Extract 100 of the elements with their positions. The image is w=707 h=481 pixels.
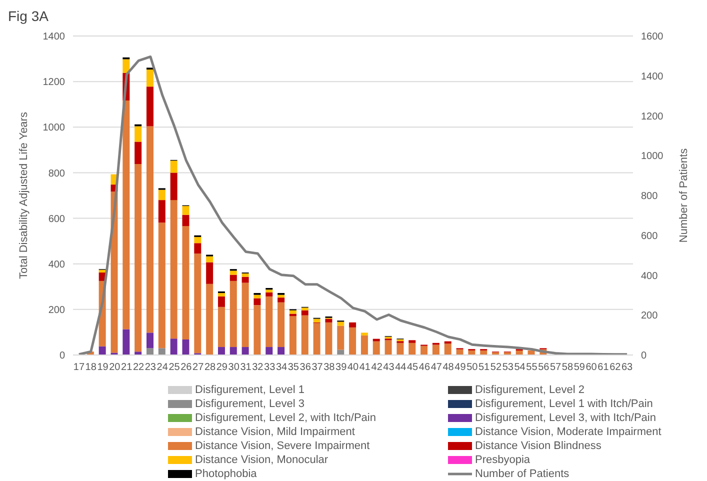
bar <box>408 340 416 343</box>
bar <box>170 172 178 200</box>
bar <box>325 318 332 322</box>
x-tick-label: 63 <box>621 362 634 374</box>
y2-tick-label: 800 <box>641 191 658 202</box>
bar <box>194 236 202 244</box>
bar <box>182 340 190 355</box>
bar <box>170 338 178 355</box>
legend-label: Distance Vision, Mild Impairment <box>195 426 355 438</box>
x-tick-label: 24 <box>156 362 168 374</box>
bar <box>158 222 166 348</box>
bar <box>289 316 296 355</box>
y-tick-label: 1200 <box>42 77 66 88</box>
chart-title: Fig 3A <box>8 8 50 26</box>
y-tick-label: 0 <box>59 350 66 362</box>
x-tick-label: 33 <box>264 362 276 374</box>
y2-tick-label: 1000 <box>641 151 664 162</box>
x-tick-label: 21 <box>121 362 133 374</box>
bar <box>313 323 320 355</box>
x-tick-label: 42 <box>371 362 383 374</box>
bar <box>206 284 214 355</box>
bar <box>218 293 225 296</box>
bar <box>266 347 273 355</box>
bar <box>278 294 285 298</box>
x-tick-label: 62 <box>610 362 622 374</box>
x-tick-label: 59 <box>574 362 586 374</box>
x-tick-label: 56 <box>538 362 550 374</box>
y-tick-label: 1400 <box>42 32 66 43</box>
bar <box>158 348 166 355</box>
x-tick-label: 51 <box>478 362 490 374</box>
legend-label: Distance Vision, Monocular <box>195 454 328 466</box>
legend-label: Disfigurement, Level 1 with Itch/Pain <box>475 398 653 410</box>
x-tick-label: 60 <box>586 362 598 374</box>
bar <box>254 298 261 306</box>
y-tick-label: 800 <box>48 168 66 180</box>
x-tick-label: 41 <box>359 362 371 374</box>
bar <box>242 347 249 355</box>
bar <box>182 226 190 340</box>
bar <box>301 310 308 316</box>
bar <box>396 342 404 355</box>
bar <box>194 243 202 254</box>
bar <box>158 190 166 200</box>
y2-tick-label: 400 <box>641 270 658 282</box>
x-tick-label: 28 <box>204 362 216 374</box>
bar <box>122 100 130 330</box>
bar <box>134 142 142 164</box>
bar <box>134 164 142 352</box>
bar <box>158 200 166 223</box>
bar <box>134 126 142 142</box>
bar <box>218 347 225 355</box>
legend-label: Disfigurement, Level 2, with Itch/Pain <box>195 412 376 424</box>
bar <box>325 322 332 355</box>
x-tick-label: 43 <box>383 362 395 374</box>
x-tick-label: 39 <box>336 362 348 374</box>
bar <box>337 322 344 326</box>
bar <box>146 332 154 348</box>
bar <box>349 322 356 328</box>
bar <box>360 332 368 336</box>
x-tick-label: 20 <box>109 362 121 374</box>
bar <box>230 270 237 275</box>
bar <box>242 273 249 277</box>
y2-tick-label: 600 <box>641 230 658 242</box>
bar <box>230 347 237 355</box>
bar <box>242 282 249 348</box>
bar <box>360 335 368 355</box>
x-tick-label: 40 <box>347 362 359 374</box>
bar <box>230 280 237 348</box>
bar <box>408 342 416 355</box>
x-tick-label: 61 <box>598 362 610 374</box>
bar <box>122 59 130 73</box>
x-tick-label: 32 <box>252 362 264 374</box>
bar <box>337 326 344 350</box>
x-tick-label: 44 <box>395 362 407 374</box>
x-tick-label: 45 <box>407 362 419 374</box>
bar <box>146 126 154 333</box>
x-tick-label: 38 <box>324 362 336 374</box>
y-tick-label: 1000 <box>42 122 66 134</box>
bar <box>218 296 225 307</box>
x-tick-label: 36 <box>300 362 312 374</box>
bar <box>384 340 392 355</box>
x-tick-label: 50 <box>466 362 478 374</box>
bar <box>146 348 154 355</box>
bar <box>206 262 214 284</box>
x-tick-label: 49 <box>454 362 466 374</box>
legend-label: Number of Patients <box>475 468 570 480</box>
x-tick-label: 18 <box>85 362 97 374</box>
legend-label: Distance Vision, Severe Impairment <box>195 440 370 452</box>
bar <box>146 86 154 126</box>
y-tick-label: 600 <box>48 214 66 225</box>
y2-tick-label: 1200 <box>641 111 664 122</box>
x-tick-label: 22 <box>132 362 145 374</box>
legend-label: Disfigurement, Level 3, with Itch/Pain <box>475 412 656 424</box>
bar <box>218 306 225 348</box>
bar <box>170 200 178 339</box>
legend-label: Distance Vision, Moderate Impairment <box>475 426 662 438</box>
bar <box>420 346 428 355</box>
y2-tick-label: 200 <box>641 310 658 322</box>
y2-axis-title: Number of Patients <box>678 148 690 243</box>
bar <box>372 341 380 355</box>
x-tick-label: 57 <box>550 362 562 374</box>
